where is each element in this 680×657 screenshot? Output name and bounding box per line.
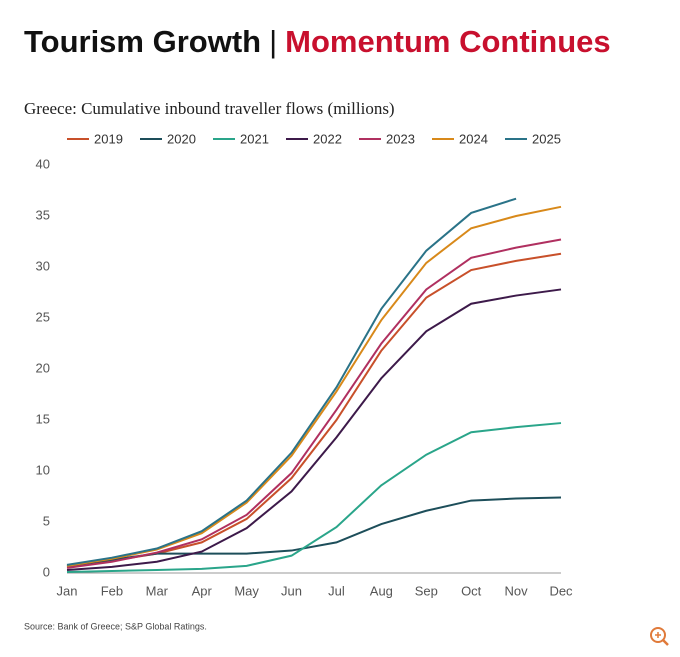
y-tick-label: 20 <box>36 360 50 375</box>
y-tick-label: 25 <box>36 309 50 324</box>
x-tick-label: Apr <box>192 583 213 598</box>
zoom-lens <box>650 627 666 643</box>
y-tick-label: 40 <box>36 156 50 171</box>
source: Source: Bank of Greece; S&P Global Ratin… <box>24 621 207 631</box>
title-separator: | <box>269 24 277 59</box>
zoom-handle <box>662 639 669 646</box>
legend-label: 2024 <box>459 131 488 146</box>
series-line <box>66 238 562 569</box>
title-highlight: Momentum Continues <box>285 24 611 59</box>
x-tick-label: Jun <box>281 583 302 598</box>
x-tick-label: Mar <box>146 583 169 598</box>
x-tick-label: Jan <box>57 583 78 598</box>
y-tick-label: 15 <box>36 411 50 426</box>
legend-label: 2023 <box>386 131 415 146</box>
zoom-icon[interactable] <box>650 627 669 646</box>
x-tick-label: Oct <box>461 583 482 598</box>
chart-title: Tourism Growth <box>24 24 261 59</box>
x-tick-label: Dec <box>549 583 573 598</box>
legend-label: 2019 <box>94 131 123 146</box>
subtitle: Greece: Cumulative inbound traveller flo… <box>24 99 395 118</box>
y-tick-label: 35 <box>36 207 50 222</box>
y-tick-label: 0 <box>43 564 50 579</box>
series-line <box>66 197 517 566</box>
legend-label: 2020 <box>167 131 196 146</box>
x-tick-label: Aug <box>370 583 393 598</box>
x-tick-label: Feb <box>101 583 123 598</box>
y-tick-label: 30 <box>36 258 50 273</box>
x-tick-label: Nov <box>505 583 529 598</box>
x-tick-label: Sep <box>415 583 438 598</box>
y-tick-label: 5 <box>43 513 50 528</box>
x-tick-label: Jul <box>328 583 345 598</box>
x-tick-label: May <box>234 583 259 598</box>
legend-label: 2025 <box>532 131 561 146</box>
legend-label: 2021 <box>240 131 269 146</box>
series-line <box>66 205 562 567</box>
legend-label: 2022 <box>313 131 342 146</box>
series-line <box>66 422 562 573</box>
series-line <box>66 288 562 571</box>
y-tick-label: 10 <box>36 462 50 477</box>
